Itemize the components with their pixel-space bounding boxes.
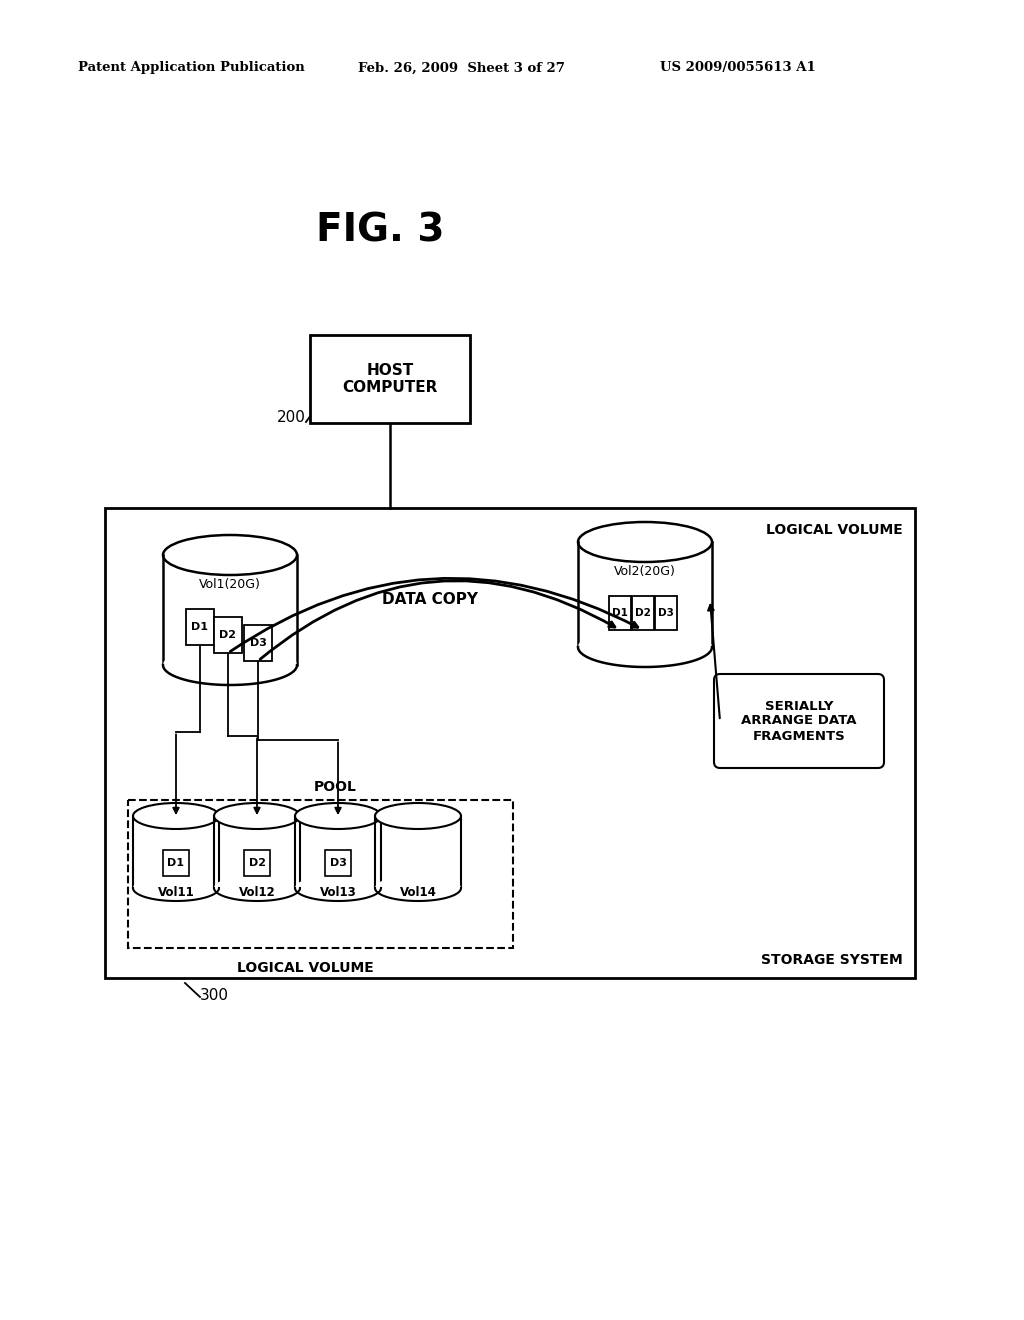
- Ellipse shape: [214, 803, 300, 829]
- Text: D2: D2: [219, 630, 237, 640]
- FancyBboxPatch shape: [609, 597, 631, 630]
- Ellipse shape: [295, 803, 381, 829]
- Text: Vol2(20G): Vol2(20G): [614, 565, 676, 578]
- Text: LOGICAL VOLUME: LOGICAL VOLUME: [766, 523, 903, 537]
- FancyBboxPatch shape: [244, 850, 270, 876]
- Text: Feb. 26, 2009  Sheet 3 of 27: Feb. 26, 2009 Sheet 3 of 27: [358, 62, 565, 74]
- Text: SERIALLY
ARRANGE DATA
FRAGMENTS: SERIALLY ARRANGE DATA FRAGMENTS: [741, 700, 857, 742]
- FancyBboxPatch shape: [128, 800, 513, 948]
- Ellipse shape: [163, 535, 297, 576]
- Ellipse shape: [375, 875, 461, 902]
- FancyBboxPatch shape: [632, 597, 654, 630]
- Text: D3: D3: [658, 609, 674, 618]
- FancyBboxPatch shape: [105, 508, 915, 978]
- Polygon shape: [214, 816, 300, 888]
- Text: D2: D2: [635, 609, 651, 618]
- FancyBboxPatch shape: [214, 616, 242, 653]
- Text: 300: 300: [200, 987, 229, 1002]
- Ellipse shape: [214, 875, 300, 902]
- Polygon shape: [578, 543, 712, 647]
- Text: DATA COPY: DATA COPY: [382, 593, 478, 607]
- Ellipse shape: [375, 803, 461, 829]
- Text: D1: D1: [168, 858, 184, 869]
- FancyBboxPatch shape: [714, 675, 884, 768]
- Ellipse shape: [163, 645, 297, 685]
- Text: US 2009/0055613 A1: US 2009/0055613 A1: [660, 62, 816, 74]
- Text: D3: D3: [250, 638, 266, 648]
- Text: 200: 200: [278, 411, 306, 425]
- Ellipse shape: [133, 803, 219, 829]
- Polygon shape: [375, 816, 461, 888]
- Ellipse shape: [295, 875, 381, 902]
- Text: D2: D2: [249, 858, 265, 869]
- Text: D3: D3: [330, 858, 346, 869]
- Text: STORAGE SYSTEM: STORAGE SYSTEM: [761, 953, 903, 968]
- Text: FIG. 3: FIG. 3: [315, 211, 444, 249]
- Text: Vol11: Vol11: [158, 886, 195, 899]
- Ellipse shape: [133, 875, 219, 902]
- Text: D1: D1: [191, 622, 209, 632]
- Polygon shape: [295, 816, 381, 888]
- Text: Vol1(20G): Vol1(20G): [199, 578, 261, 591]
- Text: Patent Application Publication: Patent Application Publication: [78, 62, 305, 74]
- Polygon shape: [133, 816, 219, 888]
- FancyBboxPatch shape: [244, 624, 272, 661]
- Text: D1: D1: [612, 609, 628, 618]
- Text: Vol12: Vol12: [239, 886, 275, 899]
- FancyBboxPatch shape: [186, 609, 214, 645]
- FancyBboxPatch shape: [325, 850, 351, 876]
- Polygon shape: [163, 554, 297, 665]
- Ellipse shape: [578, 627, 712, 667]
- Ellipse shape: [578, 521, 712, 562]
- Text: LOGICAL VOLUME: LOGICAL VOLUME: [238, 961, 374, 975]
- FancyBboxPatch shape: [163, 850, 189, 876]
- FancyBboxPatch shape: [310, 335, 470, 422]
- Text: POOL: POOL: [314, 780, 357, 795]
- Text: Vol13: Vol13: [319, 886, 356, 899]
- FancyBboxPatch shape: [655, 597, 677, 630]
- Text: HOST
COMPUTER: HOST COMPUTER: [342, 363, 437, 395]
- Text: Vol14: Vol14: [399, 886, 436, 899]
